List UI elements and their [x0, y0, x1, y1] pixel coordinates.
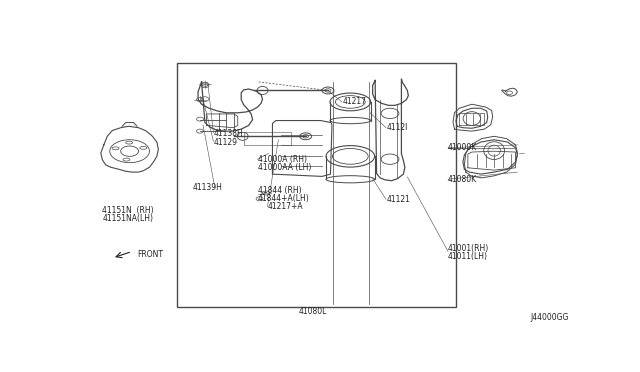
Text: 41080L: 41080L: [299, 307, 327, 316]
Text: 41844 (RH): 41844 (RH): [257, 186, 301, 195]
Bar: [244, 132, 291, 145]
Text: 41000A (RH): 41000A (RH): [257, 155, 307, 164]
Text: 41011(LH): 41011(LH): [448, 252, 488, 261]
Text: 41129: 41129: [214, 138, 238, 147]
Text: 41151N  (RH): 41151N (RH): [102, 206, 154, 215]
Text: 41844+A(LH): 41844+A(LH): [257, 194, 309, 203]
Text: 41217+A: 41217+A: [268, 202, 303, 211]
Text: 41080K: 41080K: [448, 175, 477, 184]
Text: J44000GG: J44000GG: [530, 314, 568, 323]
Text: 4112I: 4112I: [387, 123, 408, 132]
Text: 41001(RH): 41001(RH): [448, 244, 490, 253]
Text: 41121: 41121: [387, 195, 410, 204]
Text: 41000K: 41000K: [448, 143, 477, 152]
Bar: [177, 63, 456, 307]
Text: 41217: 41217: [343, 97, 367, 106]
Text: 41151NA(LH): 41151NA(LH): [102, 214, 154, 223]
Text: 41139H: 41139H: [193, 183, 223, 192]
Text: 41000AA (LH): 41000AA (LH): [257, 163, 311, 172]
Text: FRONT: FRONT: [137, 250, 163, 259]
Text: 41138H: 41138H: [214, 129, 244, 138]
